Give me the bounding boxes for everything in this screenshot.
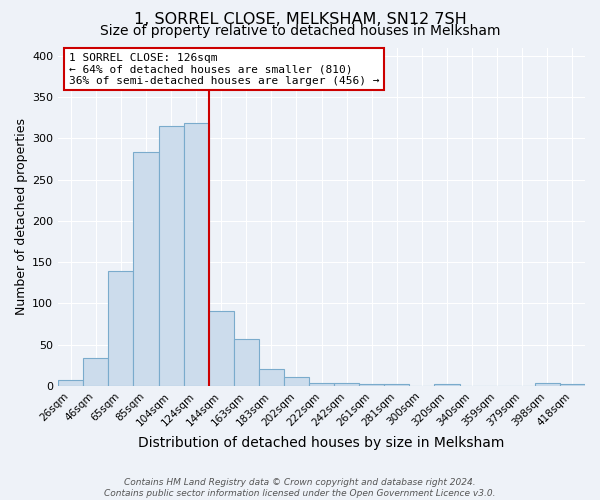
- Bar: [133, 152, 158, 386]
- Bar: [535, 384, 560, 386]
- X-axis label: Distribution of detached houses by size in Melksham: Distribution of detached houses by size …: [139, 436, 505, 450]
- Bar: [234, 339, 259, 386]
- Bar: [158, 126, 184, 386]
- Bar: [434, 384, 460, 386]
- Text: Size of property relative to detached houses in Melksham: Size of property relative to detached ho…: [100, 24, 500, 38]
- Bar: [259, 370, 284, 386]
- Text: 1, SORREL CLOSE, MELKSHAM, SN12 7SH: 1, SORREL CLOSE, MELKSHAM, SN12 7SH: [134, 12, 466, 28]
- Bar: [109, 271, 133, 386]
- Bar: [209, 311, 234, 386]
- Bar: [83, 358, 109, 386]
- Bar: [359, 384, 384, 386]
- Bar: [384, 384, 409, 386]
- Y-axis label: Number of detached properties: Number of detached properties: [15, 118, 28, 315]
- Bar: [309, 382, 334, 386]
- Bar: [58, 380, 83, 386]
- Bar: [184, 124, 209, 386]
- Text: 1 SORREL CLOSE: 126sqm
← 64% of detached houses are smaller (810)
36% of semi-de: 1 SORREL CLOSE: 126sqm ← 64% of detached…: [68, 52, 379, 86]
- Bar: [334, 382, 359, 386]
- Bar: [284, 377, 309, 386]
- Bar: [560, 384, 585, 386]
- Text: Contains HM Land Registry data © Crown copyright and database right 2024.
Contai: Contains HM Land Registry data © Crown c…: [104, 478, 496, 498]
